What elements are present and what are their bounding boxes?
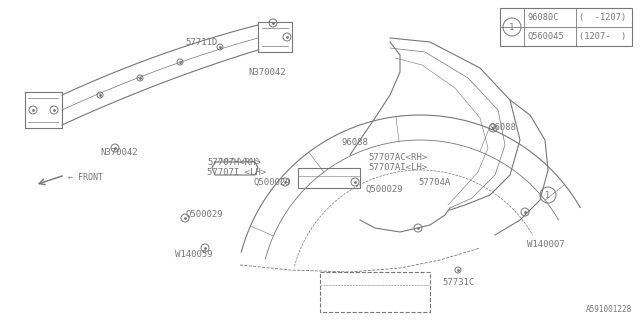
Text: 57731C: 57731C — [442, 278, 474, 287]
Text: (  -1207): ( -1207) — [579, 13, 627, 22]
Text: Q560045: Q560045 — [527, 32, 564, 41]
Text: 57704A: 57704A — [418, 178, 451, 187]
Text: 57707AC<RH>: 57707AC<RH> — [368, 153, 427, 162]
Text: 57711D: 57711D — [185, 38, 217, 47]
Text: W140007: W140007 — [527, 240, 564, 249]
Text: N370042: N370042 — [248, 68, 285, 77]
Text: 1: 1 — [545, 190, 550, 199]
Text: ← FRONT: ← FRONT — [68, 173, 103, 182]
Bar — [500, 8, 632, 46]
Text: A591001228: A591001228 — [586, 305, 632, 314]
Text: 96088: 96088 — [490, 123, 517, 132]
Text: 96088: 96088 — [342, 138, 369, 147]
Text: Q500029: Q500029 — [365, 185, 403, 194]
Text: 57707I <LH>: 57707I <LH> — [207, 168, 266, 177]
Text: (1207-  ): (1207- ) — [579, 32, 627, 41]
Text: 57707H<RH>: 57707H<RH> — [207, 158, 260, 167]
Text: Q500029: Q500029 — [185, 210, 223, 219]
Text: 1: 1 — [509, 22, 515, 31]
Text: N370042: N370042 — [100, 148, 138, 157]
Text: Q500029: Q500029 — [253, 178, 291, 187]
Text: W140059: W140059 — [175, 250, 212, 259]
Text: 96080C: 96080C — [527, 13, 559, 22]
Text: 57707AI<LH>: 57707AI<LH> — [368, 163, 427, 172]
